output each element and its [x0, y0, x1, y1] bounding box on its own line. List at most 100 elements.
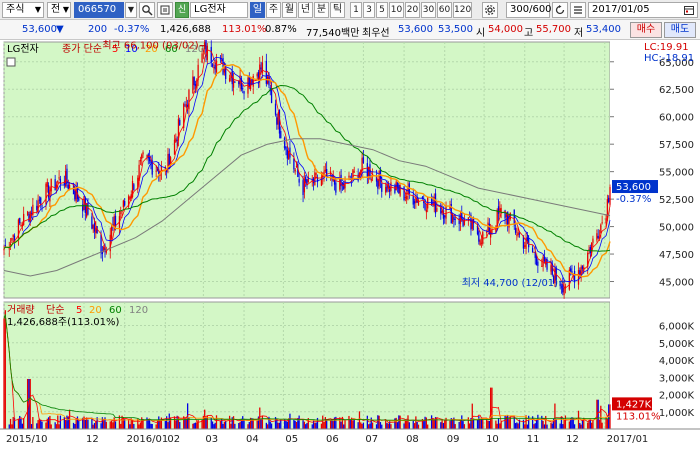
interval-button-6[interactable]: 60 [437, 2, 452, 18]
candle-body [385, 186, 387, 193]
volume-bar [441, 418, 443, 429]
candle-body [133, 184, 135, 190]
calendar-icon[interactable] [683, 3, 695, 21]
candle-body [186, 104, 189, 108]
candle-body [225, 66, 227, 80]
candle-body [323, 171, 325, 175]
candle-body [215, 60, 218, 73]
tab-period-4[interactable]: 분 [314, 2, 329, 18]
volume-bar [298, 415, 300, 429]
candle-body [315, 173, 317, 175]
code-prefix-select[interactable]: 전 ▼ [47, 2, 71, 18]
candle-body [55, 184, 58, 189]
volume-bar [38, 418, 41, 429]
tab-period-2[interactable]: 월 [282, 2, 297, 18]
candle-body [432, 202, 434, 204]
volume-bar [545, 415, 547, 429]
interval-button-2[interactable]: 5 [376, 2, 388, 18]
candle-body [45, 183, 47, 205]
candle-body [101, 251, 104, 255]
volume-bar [214, 422, 216, 429]
count-display-field[interactable]: 300/600 [506, 2, 552, 18]
interval-button-0[interactable]: 1 [350, 2, 362, 18]
price-volume-chart[interactable]: 45,000 47,500 50,000 52,500 55,000 57,500 60,0… [0, 40, 700, 451]
sell-button[interactable]: 매도 [664, 22, 696, 38]
stock-name-field[interactable]: LG전자 [190, 2, 248, 18]
candle-body [451, 214, 454, 223]
volume-bar [67, 416, 69, 429]
candle-body [249, 79, 252, 90]
interval-button-5[interactable]: 30 [421, 2, 436, 18]
candle-body [124, 200, 126, 206]
candle-body [277, 113, 279, 125]
x-axis-label: 07 [365, 434, 378, 445]
candle-body [504, 210, 506, 219]
x-axis-label: 10 [486, 434, 499, 445]
candle-body [248, 76, 250, 88]
candle-body [467, 217, 469, 222]
volume-bar [368, 424, 370, 429]
interval-button-3[interactable]: 10 [389, 2, 404, 18]
menu-icon[interactable] [570, 2, 586, 18]
volume-tick-label: 3,000K [659, 373, 695, 384]
candle-body [433, 197, 435, 207]
candle-body [26, 211, 29, 216]
market-type-select[interactable]: 주식 ▼ [2, 2, 44, 18]
refresh-icon[interactable] [552, 2, 568, 18]
volume-bar [408, 422, 410, 429]
candle-body [499, 208, 501, 212]
candle-body [150, 159, 152, 164]
tab-period-3[interactable]: 년 [298, 2, 313, 18]
volume-bar [378, 415, 380, 429]
price-tick-label: 50,000 [659, 223, 694, 234]
x-axis-label: 2017/01 [607, 434, 649, 445]
volume-bar [531, 416, 534, 429]
volume-bar [550, 422, 552, 429]
volume-bar [568, 421, 570, 429]
candle-body [471, 219, 473, 229]
volume-bar [399, 415, 401, 429]
volume-bar [194, 422, 197, 429]
volume-bar [285, 420, 287, 429]
tab-period-0[interactable]: 일 [250, 2, 265, 18]
volume-bar [314, 422, 316, 429]
volume-current-label: 1,426,688주(113.01%) [7, 317, 119, 328]
code-dropdown-button[interactable]: ▼ [125, 2, 137, 18]
tab-period-5[interactable]: 틱 [330, 2, 345, 18]
volume-bar [287, 418, 290, 429]
volume-bar [370, 417, 372, 429]
interval-button-7[interactable]: 120 [453, 2, 472, 18]
candle-body [459, 214, 462, 224]
stock-code-input[interactable]: 066570 [74, 2, 124, 18]
candle-body [362, 157, 365, 164]
tab-period-1[interactable]: 주 [266, 2, 281, 18]
volume-bar [249, 417, 252, 429]
last-rate-label: -0.37% [616, 194, 651, 205]
candle-body [17, 219, 20, 241]
candle-body [280, 131, 282, 139]
volume-bar [295, 421, 298, 429]
volume-bar [385, 419, 387, 429]
interval-button-4[interactable]: 20 [405, 2, 420, 18]
volume-bar [353, 419, 355, 429]
date-field[interactable]: 2017/01/05 [588, 2, 698, 18]
volume-bar [247, 424, 249, 429]
settings-icon[interactable] [482, 2, 498, 18]
volume-bar [390, 424, 392, 429]
volume-bar [176, 415, 178, 429]
stock-search-icon[interactable] [139, 2, 155, 18]
volume-bar [470, 418, 472, 429]
volume-bar [83, 416, 85, 429]
interval-button-1[interactable]: 3 [363, 2, 375, 18]
candle-body [63, 182, 65, 186]
chevron-down-icon: ▼ [62, 5, 69, 14]
tag-icon-text: 신 [177, 5, 187, 15]
candle-body [361, 157, 363, 172]
lookup-icon[interactable] [157, 2, 173, 18]
buy-button[interactable]: 매수 [630, 22, 662, 38]
ma-60-line [3, 84, 611, 252]
candle-body [32, 204, 34, 215]
candle-body [193, 77, 195, 86]
candle-body [486, 231, 488, 233]
volume-bar [609, 404, 611, 429]
